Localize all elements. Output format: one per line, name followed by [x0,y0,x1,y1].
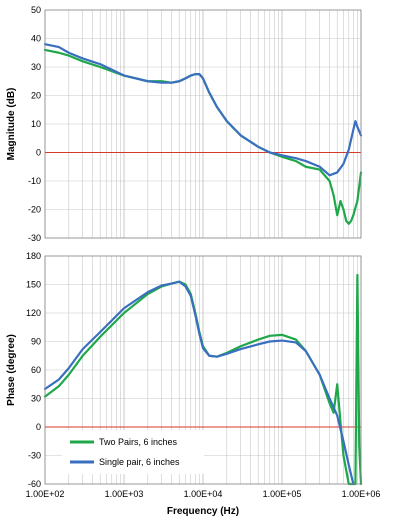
x-tick-label: 1.00E+05 [263,489,302,499]
magnitude-chart: 50 40 30 20 10 0 -10 -20 -30 Magnitude (dB) [6,5,363,243]
magnitude-series-group [43,43,363,225]
phase-y-tick-labels: 180 150 120 90 60 30 0 -30 -60 [26,251,41,489]
x-tick-label: 1.00E+03 [105,489,144,499]
phase-plot-border [44,255,362,485]
y-tick-label: 0 [36,422,41,432]
y-tick-label: 60 [31,365,41,375]
y-tick-label: -20 [28,205,41,215]
y-tick-label: -30 [28,233,41,243]
legend-box [62,430,204,474]
legend: Two Pairs, 6 inches Single pair, 6 inche… [62,430,204,474]
y-tick-label: 120 [26,308,41,318]
x-tick-label: 1.00E+02 [26,489,65,499]
y-tick-label: -10 [28,176,41,186]
legend-label-single-pair: Single pair, 6 inches [99,457,180,467]
magnitude-y-tick-labels: 50 40 30 20 10 0 -10 -20 -30 [28,5,41,243]
series-line-single-pair-6-inches [43,43,363,177]
y-tick-label: 40 [31,34,41,44]
y-tick-label: 30 [31,394,41,404]
y-tick-label: 0 [36,148,41,158]
magnitude-y-axis-title: Magnitude (dB) [6,88,17,161]
x-tick-label: 1.00E+06 [342,489,381,499]
y-tick-label: 150 [26,280,41,290]
y-tick-label: 20 [31,91,41,101]
x-axis-title: Frequency (Hz) [167,506,239,517]
y-tick-label: 180 [26,251,41,261]
series-line-single-pair-6-inches [43,280,355,486]
magnitude-plot-border [44,9,362,239]
series-line-two-pairs-6-inches [43,273,363,486]
y-tick-label: 90 [31,337,41,347]
y-tick-label: -30 [28,451,41,461]
x-tick-label: 1.00E+04 [184,489,223,499]
frequency-x-tick-labels: 1.00E+02 1.00E+03 1.00E+04 1.00E+05 1.00E+06 [26,489,381,499]
phase-y-axis-title: Phase (degree) [6,334,17,406]
y-tick-label: 50 [31,5,41,15]
legend-label-two-pairs: Two Pairs, 6 inches [99,437,178,447]
phase-series-group [43,273,363,486]
y-tick-label: 10 [31,119,41,129]
y-tick-label: -60 [28,479,41,489]
y-tick-label: 30 [31,62,41,72]
